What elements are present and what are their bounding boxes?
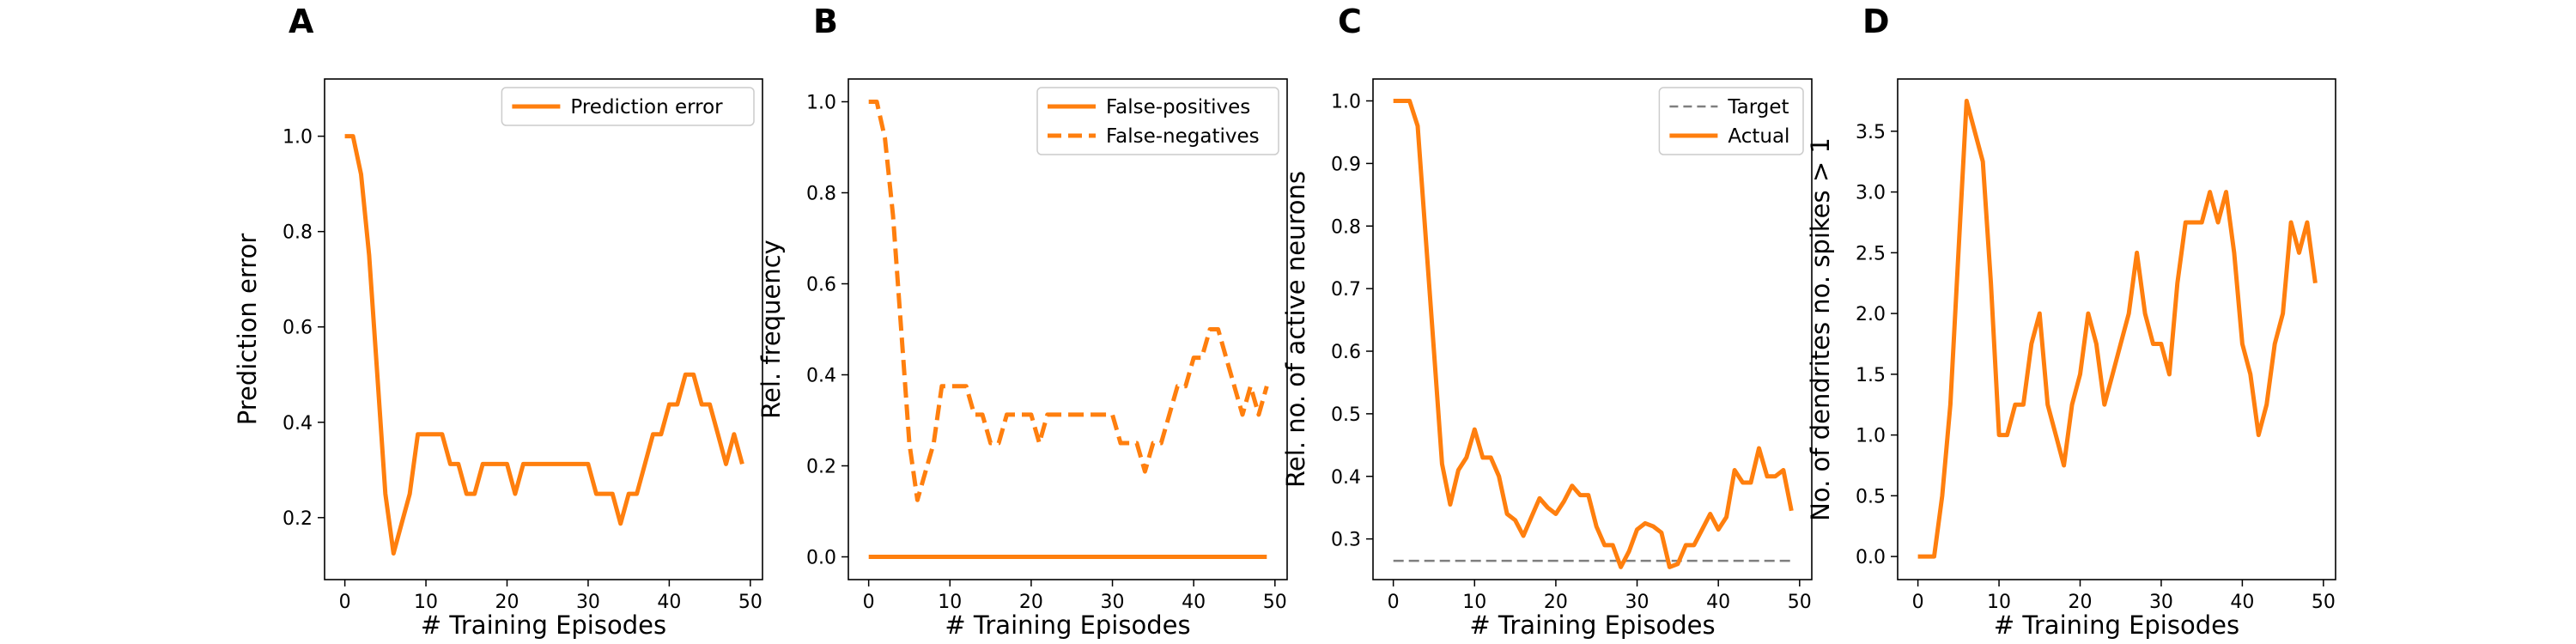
plot-frame bbox=[1372, 78, 1813, 580]
legend-label: Prediction error bbox=[570, 96, 723, 118]
legend-label: False-positives bbox=[1106, 96, 1250, 118]
x-tick-label: 50 bbox=[1263, 592, 1287, 613]
x-tick-label: 50 bbox=[1788, 592, 1812, 613]
y-tick-label: 1.0 bbox=[1856, 426, 1886, 447]
legend-box bbox=[501, 87, 755, 126]
x-tick-label: 30 bbox=[576, 592, 600, 613]
legend-label: Target bbox=[1727, 96, 1789, 118]
y-tick-label: 0.4 bbox=[1331, 467, 1361, 489]
y-tick-label: 1.0 bbox=[806, 93, 836, 114]
panel-c: C 0 10 20 30 40 50 0.3 0.4 0.5 0.6 0.7 0.8 0.9 1.0 # Tr… bbox=[1281, 3, 1813, 640]
x-tick-label: 50 bbox=[2312, 592, 2336, 613]
x-axis-label: # Training Episodes bbox=[1994, 611, 2239, 640]
y-tick-label: 0.4 bbox=[283, 413, 313, 434]
y-tick-label: 0.8 bbox=[283, 222, 313, 244]
plot-frame bbox=[324, 78, 763, 580]
y-tick-label: 0.0 bbox=[806, 548, 836, 569]
legend-label: False-negatives bbox=[1106, 125, 1260, 148]
y-axis-label: Prediction error bbox=[233, 234, 262, 426]
y-tick-label: 0.4 bbox=[806, 366, 836, 387]
x-tick-label: 50 bbox=[738, 592, 762, 613]
y-tick-label: 0.6 bbox=[283, 318, 313, 339]
x-tick-label: 40 bbox=[657, 592, 681, 613]
plot-frame bbox=[1897, 78, 2336, 580]
y-tick-label: 0.0 bbox=[1856, 547, 1886, 568]
y-tick-label: 3.5 bbox=[1856, 122, 1886, 143]
x-axis-label: # Training Episodes bbox=[1469, 611, 1715, 640]
x-tick-label: 30 bbox=[1625, 592, 1649, 613]
panel-letter: A bbox=[289, 3, 314, 40]
y-tick-label: 0.9 bbox=[1331, 154, 1361, 175]
x-axis-label: # Training Episodes bbox=[421, 611, 666, 640]
x-tick-label: 0 bbox=[339, 592, 351, 613]
x-tick-label: 10 bbox=[1987, 592, 2011, 613]
y-tick-label: 0.6 bbox=[806, 275, 836, 296]
x-tick-label: 10 bbox=[1462, 592, 1486, 613]
x-tick-label: 10 bbox=[414, 592, 438, 613]
panel-letter: C bbox=[1338, 3, 1362, 40]
x-tick-label: 20 bbox=[2069, 592, 2093, 613]
y-tick-label: 0.5 bbox=[1856, 486, 1886, 507]
y-tick-label: 0.7 bbox=[1331, 279, 1361, 301]
series-line-actual bbox=[1393, 99, 1794, 569]
series-line-actual bbox=[1917, 99, 2318, 559]
y-axis-label: No. of dendrites no. spikes > 1 bbox=[1806, 137, 1835, 521]
x-tick-label: 30 bbox=[1101, 592, 1125, 613]
y-tick-label: 1.0 bbox=[1331, 92, 1361, 113]
x-tick-label: 30 bbox=[2149, 592, 2173, 613]
series-line-prediction-error bbox=[344, 134, 744, 556]
legend-box bbox=[1036, 87, 1279, 155]
y-tick-label: 0.2 bbox=[283, 508, 313, 530]
y-tick-label: 0.5 bbox=[1331, 404, 1361, 426]
x-tick-label: 40 bbox=[1706, 592, 1730, 613]
y-tick-label: 0.2 bbox=[806, 457, 836, 478]
x-tick-label: 20 bbox=[1544, 592, 1568, 613]
panel-b: B 0 10 20 30 40 50 0.0 0.2 0.4 0.6 0.8 1.0 # Training… bbox=[756, 3, 1288, 640]
panel-letter: D bbox=[1862, 3, 1890, 40]
y-tick-label: 0.8 bbox=[806, 184, 836, 205]
y-tick-label: 3.0 bbox=[1856, 183, 1886, 204]
panel-a: A 0 10 20 30 40 50 0.2 0.4 0.6 0.8 1.0 # Training Ep… bbox=[233, 3, 763, 640]
x-tick-label: 0 bbox=[1388, 592, 1400, 613]
y-tick-label: 2.5 bbox=[1856, 243, 1886, 264]
plot-frame bbox=[848, 78, 1288, 580]
x-tick-label: 0 bbox=[863, 592, 875, 613]
y-axis-label: Rel. frequency bbox=[756, 240, 786, 419]
y-tick-label: 1.5 bbox=[1856, 365, 1886, 386]
x-tick-label: 40 bbox=[2230, 592, 2254, 613]
legend-label: Actual bbox=[1728, 125, 1789, 148]
x-tick-label: 20 bbox=[495, 592, 519, 613]
x-tick-label: 20 bbox=[1019, 592, 1043, 613]
series-line-false-negatives bbox=[868, 100, 1269, 502]
y-tick-label: 0.6 bbox=[1331, 342, 1361, 363]
x-axis-label: # Training Episodes bbox=[945, 611, 1190, 640]
x-tick-label: 0 bbox=[1912, 592, 1924, 613]
x-tick-label: 10 bbox=[938, 592, 962, 613]
y-tick-label: 0.3 bbox=[1331, 530, 1361, 551]
y-tick-label: 1.0 bbox=[283, 127, 313, 149]
y-tick-label: 0.8 bbox=[1331, 216, 1361, 238]
y-tick-label: 2.0 bbox=[1856, 304, 1886, 325]
panel-d: D 0 10 20 30 40 50 0.0 0.5 1.0 1.5 2.0 2.5 3.0 3.5 # Tr… bbox=[1806, 3, 2336, 640]
panel-letter: B bbox=[813, 3, 838, 40]
y-axis-label: Rel. no. of active neurons bbox=[1281, 171, 1310, 488]
x-tick-label: 40 bbox=[1182, 592, 1206, 613]
